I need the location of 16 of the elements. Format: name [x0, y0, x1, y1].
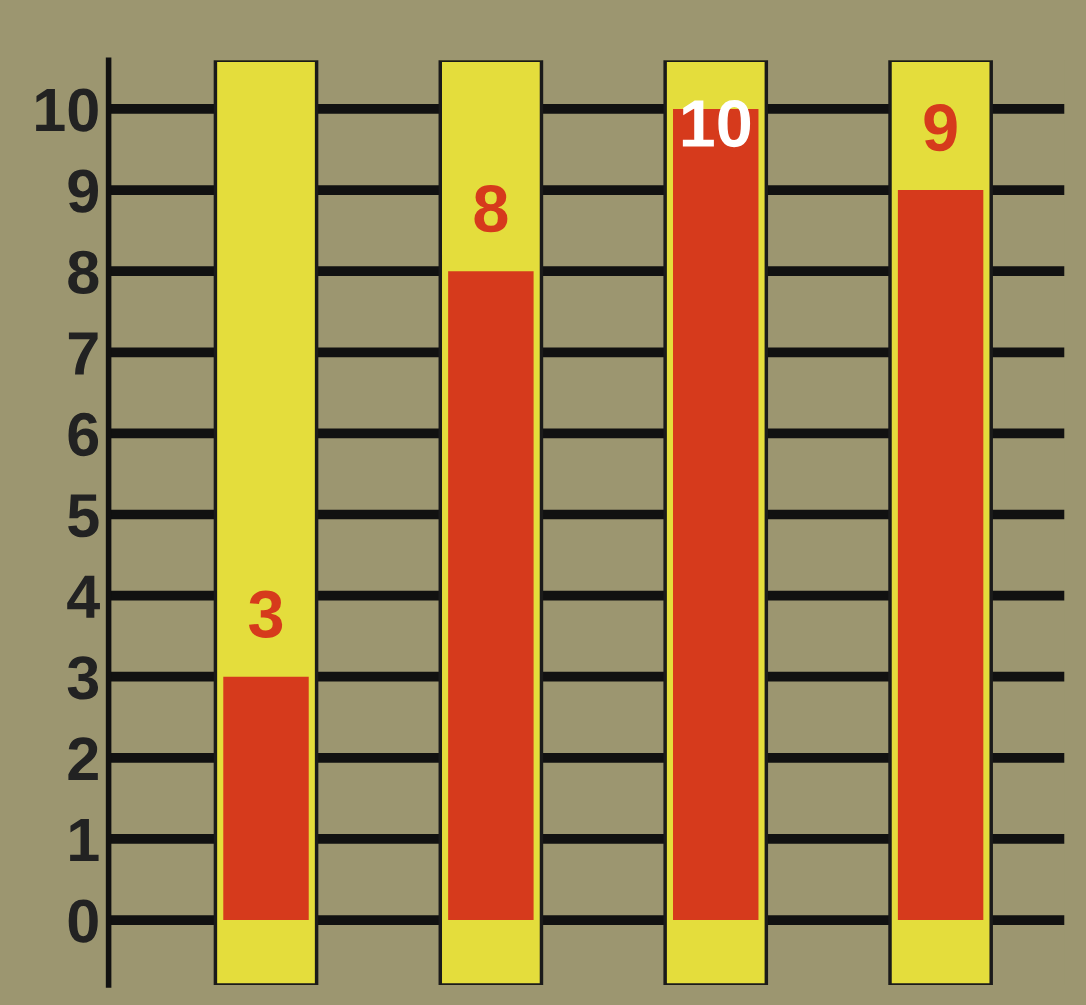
y-tick-label: 9: [68, 169, 98, 213]
y-tick-label: 10: [36, 88, 98, 132]
data-label: 9: [924, 103, 957, 152]
y-tick-label: 7: [68, 332, 98, 375]
y-tick-label: 1: [70, 819, 99, 862]
y-tick-label: 2: [68, 737, 98, 780]
y-tick-label: 8: [68, 250, 99, 294]
data-label: 3: [249, 590, 283, 638]
data-label: 8: [474, 185, 508, 233]
y-tick-label: 6: [68, 412, 99, 457]
data-label: 10: [682, 99, 751, 148]
y-tick-label: 4: [67, 575, 100, 618]
y-tick-label: 5: [68, 494, 99, 538]
y-tick-label: 3: [67, 656, 99, 700]
bar: [223, 676, 309, 921]
y-tick-label: 0: [68, 899, 98, 943]
